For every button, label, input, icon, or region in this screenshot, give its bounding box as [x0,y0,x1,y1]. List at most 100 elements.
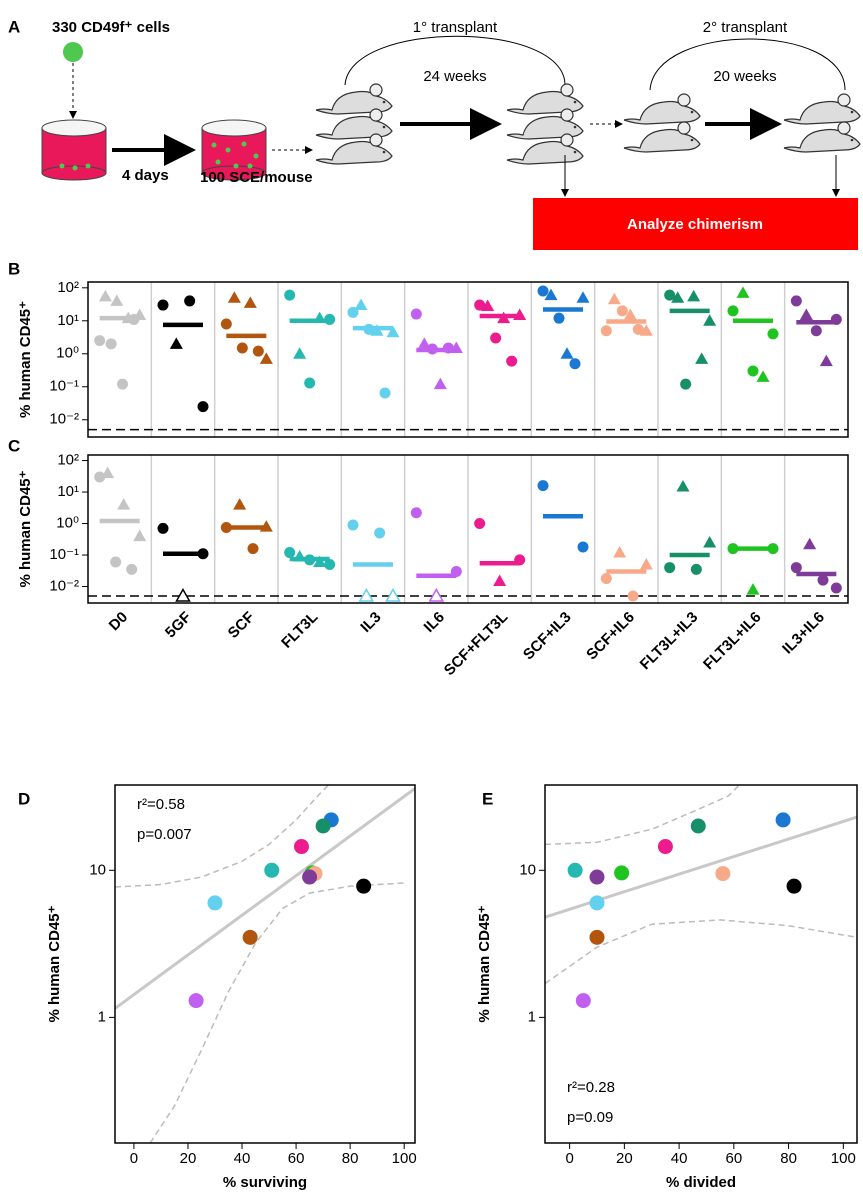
point [374,527,386,539]
point [664,289,676,301]
point [830,313,842,325]
y-axis-label: % human CD45⁺ [17,470,34,587]
point [126,563,138,575]
y-tick-label: 1 [98,1008,106,1025]
point [569,358,581,370]
confidence-band [115,785,330,888]
point [474,299,486,311]
point [746,583,760,595]
point [220,521,232,533]
point [553,312,565,324]
confidence-band [545,919,857,985]
time-label: 24 weeks [423,68,486,85]
culture-label: 4 days [122,167,169,184]
point [259,520,273,532]
point [639,324,653,336]
arc [649,38,846,91]
cell-label: 330 CD49f⁺ cells [52,19,170,36]
y-tick-label: 10⁻² [49,411,79,428]
point [589,929,605,945]
point [817,574,829,586]
plot-frame [114,784,416,1144]
point [819,354,833,367]
point [600,572,612,584]
y-tick-label: 10⁻¹ [49,546,79,563]
point [313,311,327,324]
x-tick-label: 60 [288,1150,305,1167]
y-tick-label: 10 [89,861,106,878]
x-tick-label: 80 [342,1150,359,1167]
x-tick-label: FLT3L+IL3 [637,609,702,674]
point [537,285,549,297]
point [379,387,391,399]
point [428,587,445,602]
point [133,529,147,542]
point [315,818,331,834]
point [433,377,447,390]
confidence-band [149,882,405,1143]
point [117,498,131,510]
panel-label: D [18,789,30,808]
point [293,549,307,562]
x-tick-label: 40 [671,1150,688,1167]
point [690,563,702,575]
point [304,377,316,389]
y-tick-label: 10⁻¹ [49,378,79,395]
point [233,498,247,510]
point [197,548,209,560]
point [680,378,692,390]
point [747,365,759,377]
y-tick-label: 10 [519,861,536,878]
time-label: 20 weeks [713,68,776,85]
point [490,332,502,344]
point [544,288,558,301]
point [259,352,273,364]
point [671,291,685,303]
point [169,337,183,349]
y-tick-label: 10¹ [57,483,79,500]
y-tick-label: 10⁻² [49,578,79,595]
point [506,355,518,367]
x-tick-label: SCF+IL3 [520,609,575,664]
annotation: p=0.007 [137,826,192,843]
point [790,562,802,574]
point [736,286,750,298]
point [313,555,327,568]
point [133,308,147,320]
point [175,587,191,602]
point [410,308,422,320]
y-tick-label: 10² [57,279,79,296]
x-tick-label: 80 [780,1150,797,1167]
point [537,480,549,492]
x-tick-label: 100 [392,1150,417,1167]
x-tick-label: SCF+FLT3L [441,609,511,679]
arc [344,35,566,86]
point [385,587,401,602]
annotation: r²=0.28 [567,1079,615,1096]
x-axis-label: % surviving [223,1174,307,1191]
point [252,345,264,357]
point [264,862,280,878]
dose-label: 100 SCE/mouse [200,169,313,186]
point [101,466,115,479]
point [94,471,106,483]
y-tick-label: 10⁰ [56,345,79,362]
point [577,541,589,553]
point [370,324,384,336]
point [600,325,612,337]
mouse [784,94,860,124]
y-tick-label: 10¹ [57,312,79,329]
y-axis-label: % human CD45⁺ [46,905,63,1022]
point [410,507,422,519]
point [449,341,463,353]
point [727,543,739,555]
point [358,587,375,602]
x-tick-label: FLT3L [278,609,321,652]
point [304,554,316,566]
point [386,325,400,338]
point [442,342,454,354]
analysis-label: Analyze chimerism [627,216,763,233]
point [614,865,630,881]
x-tick-label: IL3+IL6 [779,609,828,658]
